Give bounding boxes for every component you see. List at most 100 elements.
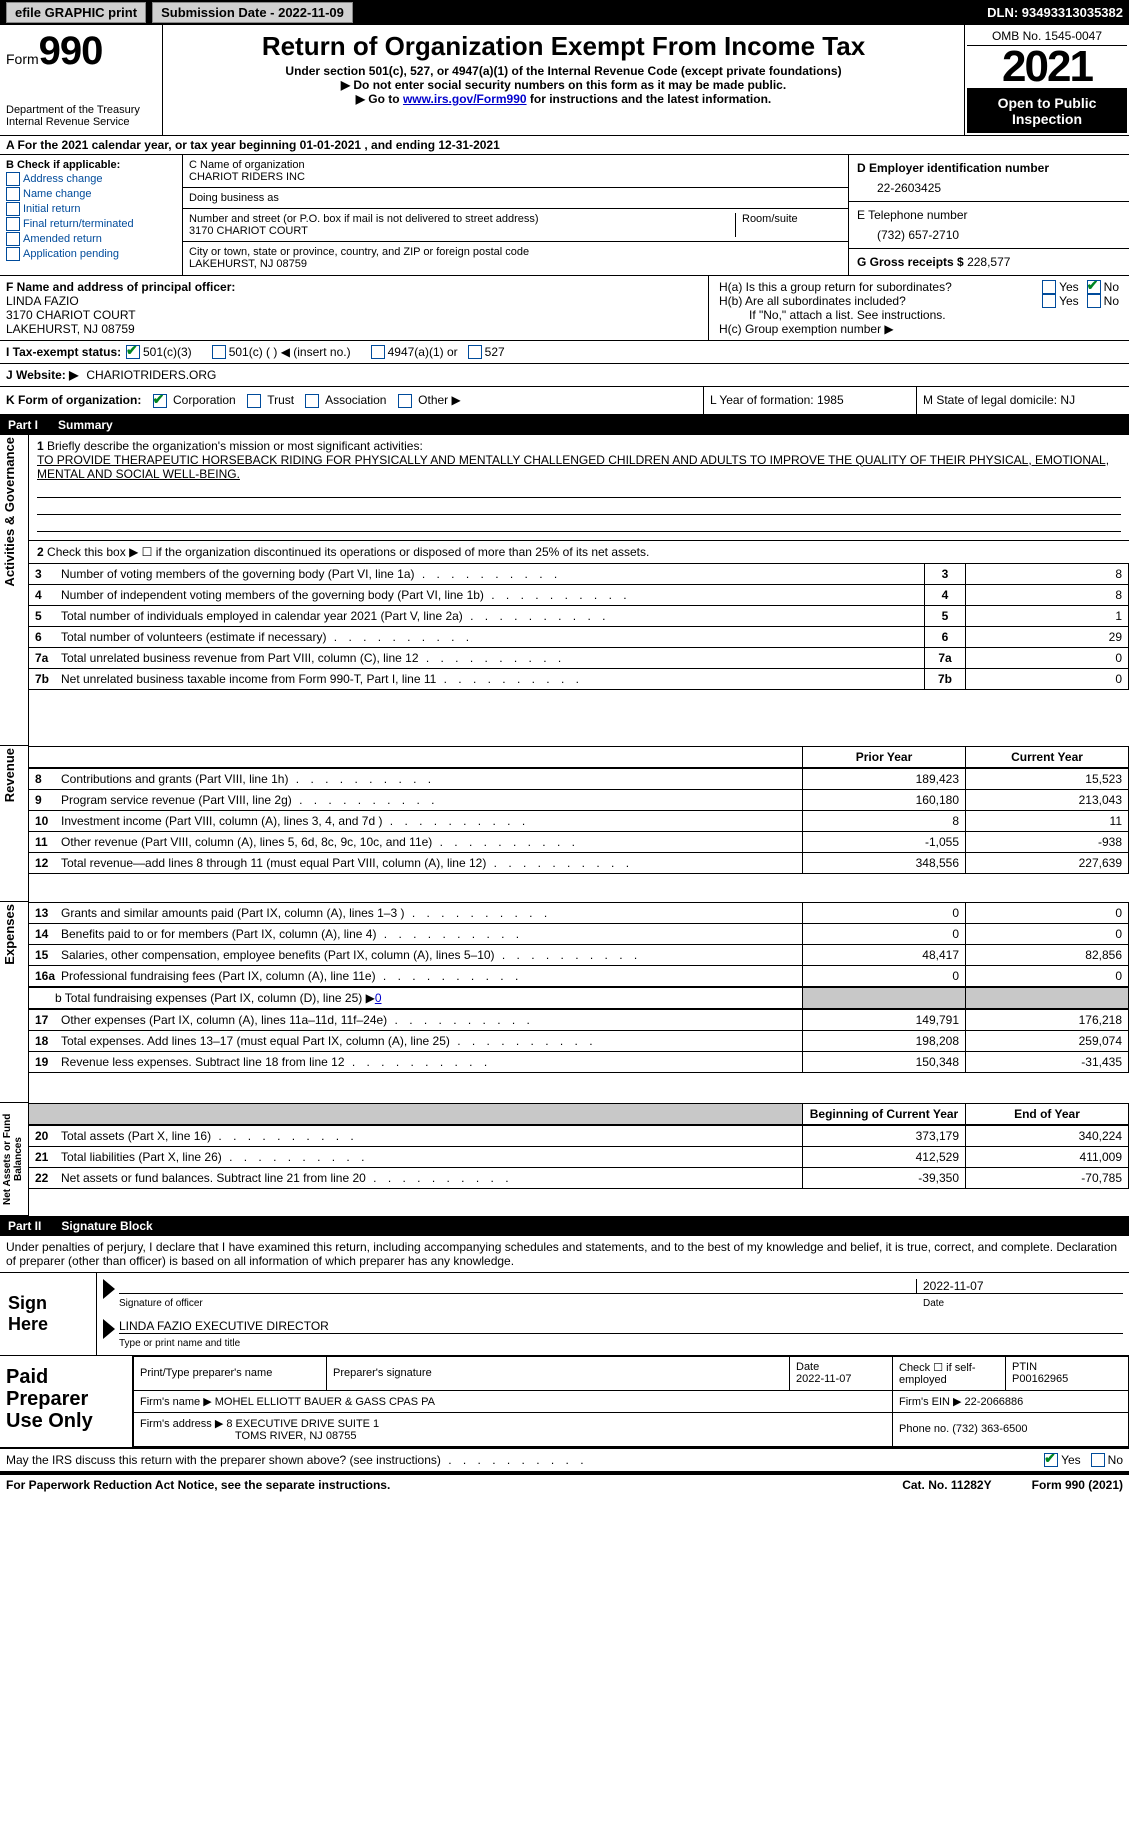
check-4947[interactable] <box>371 345 385 359</box>
sign-arrow-icon <box>103 1279 115 1299</box>
check-other[interactable] <box>398 394 412 408</box>
table-row: 15Salaries, other compensation, employee… <box>29 944 1129 965</box>
check-final-return[interactable]: Final return/terminated <box>6 217 176 231</box>
box-f-label: F Name and address of principal officer: <box>6 280 702 294</box>
discuss-no[interactable] <box>1091 1453 1105 1467</box>
check-501c[interactable] <box>212 345 226 359</box>
firm-ein: Firm's EIN ▶ 22-2066886 <box>893 1390 1129 1412</box>
ha-no[interactable] <box>1087 280 1101 294</box>
irs-link[interactable]: www.irs.gov/Form990 <box>403 92 527 106</box>
ha-label: H(a) Is this a group return for subordin… <box>719 280 1042 294</box>
note-link: ▶ Go to www.irs.gov/Form990 for instruct… <box>167 92 960 106</box>
box-i-label: I Tax-exempt status: <box>6 345 126 359</box>
name-title-label: Type or print name and title <box>119 1338 1123 1349</box>
box-g: G Gross receipts $ 228,577 <box>849 249 1129 275</box>
form-title: Return of Organization Exempt From Incom… <box>167 31 960 62</box>
table-row: 10Investment income (Part VIII, column (… <box>29 810 1129 831</box>
box-b: B Check if applicable: Address change Na… <box>0 155 183 275</box>
table-row: 5Total number of individuals employed in… <box>29 605 1129 626</box>
sign-here-label: Sign Here <box>0 1273 97 1355</box>
street-address: 3170 CHARIOT COURT <box>189 225 735 237</box>
self-employed-check[interactable]: Check ☐ if self-employed <box>893 1356 1006 1390</box>
mission-text: TO PROVIDE THERAPEUTIC HORSEBACK RIDING … <box>37 453 1109 481</box>
table-row: 20Total assets (Part X, line 16)373,1793… <box>29 1125 1129 1146</box>
hb-no[interactable] <box>1087 294 1101 308</box>
table-row: 18Total expenses. Add lines 13–17 (must … <box>29 1030 1129 1051</box>
line1-label: Briefly describe the organization's miss… <box>47 439 423 453</box>
form-number: Form990 <box>6 29 156 74</box>
website-value: CHARIOTRIDERS.ORG <box>86 368 216 382</box>
phone-value: (732) 657-2710 <box>857 228 1121 242</box>
preparer-sig-label: Preparer's signature <box>327 1356 790 1390</box>
box-l: L Year of formation: 1985 <box>703 387 916 414</box>
sig-date: 2022-11-07 <box>916 1279 1123 1293</box>
officer-addr1: 3170 CHARIOT COURT <box>6 308 702 322</box>
box-e: E Telephone number (732) 657-2710 <box>849 202 1129 249</box>
dept-label: Department of the Treasury Internal Reve… <box>6 104 156 128</box>
firm-city: TOMS RIVER, NJ 08755 <box>235 1430 356 1442</box>
table-row: 3Number of voting members of the governi… <box>29 563 1129 584</box>
box-c: C Name of organization CHARIOT RIDERS IN… <box>183 155 848 275</box>
table-row: 4Number of independent voting members of… <box>29 584 1129 605</box>
firm-addr: 8 EXECUTIVE DRIVE SUITE 1 <box>226 1418 379 1430</box>
box-m: M State of legal domicile: NJ <box>916 387 1129 414</box>
officer-name: LINDA FAZIO <box>6 294 702 308</box>
table-row: 12Total revenue—add lines 8 through 11 (… <box>29 852 1129 873</box>
sig-officer-label: Signature of officer <box>119 1298 923 1309</box>
col-begin: Beginning of Current Year <box>803 1103 966 1124</box>
side-revenue: Revenue <box>0 746 19 804</box>
firm-phone: Phone no. (732) 363-6500 <box>893 1412 1129 1446</box>
line16b-val[interactable]: 0 <box>375 991 382 1005</box>
efile-print-button[interactable]: efile GRAPHIC print <box>6 2 146 23</box>
col-end: End of Year <box>966 1103 1129 1124</box>
check-initial-return[interactable]: Initial return <box>6 202 176 216</box>
table-row: 16aProfessional fundraising fees (Part I… <box>29 965 1129 986</box>
box-d: D Employer identification number 22-2603… <box>849 155 1129 202</box>
open-inspection: Open to Public Inspection <box>967 89 1127 133</box>
hb-note: If "No," attach a list. See instructions… <box>719 308 1119 322</box>
hc-label: H(c) Group exemption number ▶ <box>719 322 1119 336</box>
org-name: CHARIOT RIDERS INC <box>189 171 842 183</box>
table-row: 22Net assets or fund balances. Subtract … <box>29 1167 1129 1188</box>
table-row: 9Program service revenue (Part VIII, lin… <box>29 789 1129 810</box>
check-corp[interactable] <box>153 394 167 408</box>
table-row: 21Total liabilities (Part X, line 26)412… <box>29 1146 1129 1167</box>
part-1-header: Part I Summary <box>0 415 1129 435</box>
footer-left: For Paperwork Reduction Act Notice, see … <box>6 1478 390 1492</box>
ha-yes[interactable] <box>1042 280 1056 294</box>
penalty-text: Under penalties of perjury, I declare th… <box>0 1236 1129 1272</box>
table-row: 11Other revenue (Part VIII, column (A), … <box>29 831 1129 852</box>
col-prior: Prior Year <box>803 746 966 767</box>
submission-date-button[interactable]: Submission Date - 2022-11-09 <box>152 2 353 23</box>
check-name-change[interactable]: Name change <box>6 187 176 201</box>
hb-yes[interactable] <box>1042 294 1056 308</box>
table-row: 19Revenue less expenses. Subtract line 1… <box>29 1051 1129 1072</box>
check-pending[interactable]: Application pending <box>6 247 176 261</box>
check-527[interactable] <box>468 345 482 359</box>
discuss-question: May the IRS discuss this return with the… <box>6 1453 588 1467</box>
box-k-label: K Form of organization: <box>6 393 141 407</box>
officer-addr2: LAKEHURST, NJ 08759 <box>6 322 702 336</box>
check-trust[interactable] <box>247 394 261 408</box>
discuss-yes[interactable] <box>1044 1453 1058 1467</box>
sig-date-label: Date <box>923 1298 1123 1309</box>
table-row: 6Total number of volunteers (estimate if… <box>29 626 1129 647</box>
table-row: 8Contributions and grants (Part VIII, li… <box>29 768 1129 789</box>
tax-year: 2021 <box>967 46 1127 89</box>
check-501c3[interactable] <box>126 345 140 359</box>
check-amended[interactable]: Amended return <box>6 232 176 246</box>
form-header: Form990 Department of the Treasury Inter… <box>0 25 1129 136</box>
gross-receipts: 228,577 <box>967 255 1010 269</box>
officer-name-title: LINDA FAZIO EXECUTIVE DIRECTOR <box>119 1319 329 1333</box>
table-row: 7aTotal unrelated business revenue from … <box>29 647 1129 668</box>
check-address-change[interactable]: Address change <box>6 172 176 186</box>
side-activities: Activities & Governance <box>0 435 19 589</box>
line2-text: Check this box ▶ ☐ if the organization d… <box>47 545 649 559</box>
table-row: 13Grants and similar amounts paid (Part … <box>29 902 1129 923</box>
prep-date-val: 2022-11-07 <box>796 1373 851 1385</box>
check-assoc[interactable] <box>305 394 319 408</box>
table-row: 17Other expenses (Part IX, column (A), l… <box>29 1009 1129 1030</box>
footer-right: Form 990 (2021) <box>1032 1478 1123 1492</box>
paid-preparer-label: Paid Preparer Use Only <box>0 1356 133 1447</box>
city-address: LAKEHURST, NJ 08759 <box>189 258 842 270</box>
